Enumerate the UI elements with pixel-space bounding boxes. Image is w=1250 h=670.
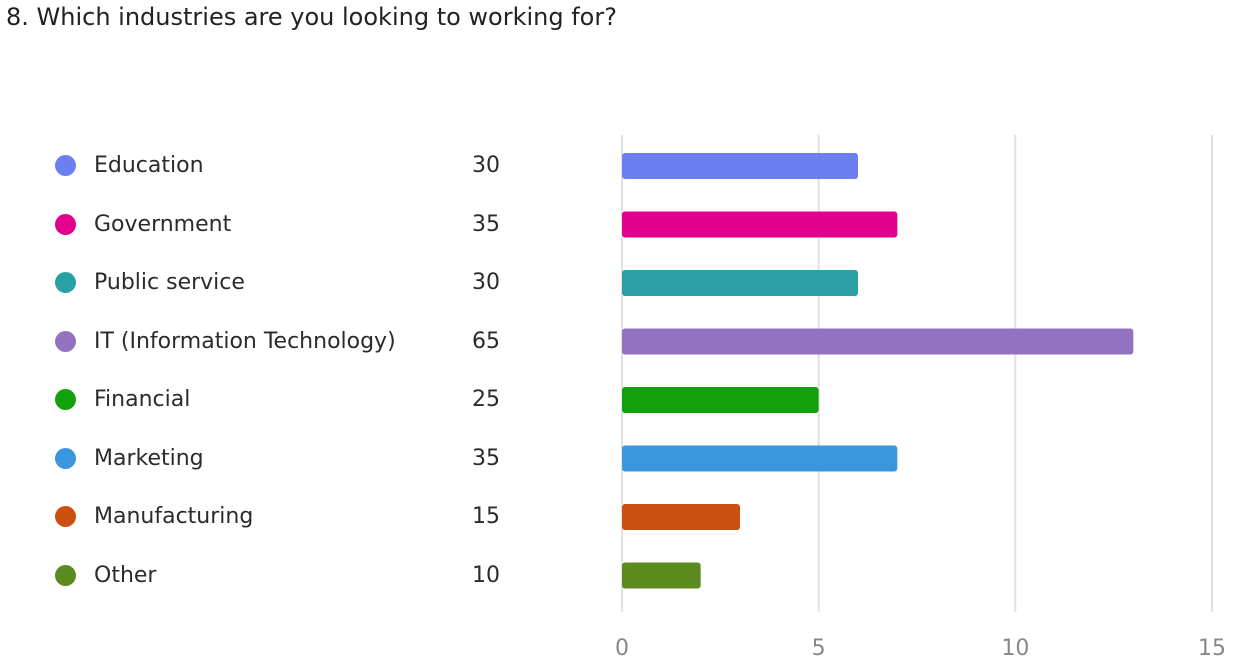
legend-item: Financial 25 <box>0 383 540 417</box>
legend-label: Other <box>94 562 157 588</box>
legend-dot-icon <box>55 389 76 410</box>
bar-education[interactable] <box>622 153 858 179</box>
legend-count: 10 <box>472 562 500 588</box>
legend-label: Manufacturing <box>94 504 254 529</box>
x-tick-label-0: 0 <box>615 636 629 661</box>
bar-manufacturing[interactable] <box>622 504 740 530</box>
legend-count: 15 <box>472 504 500 529</box>
legend-count: 25 <box>472 387 500 412</box>
legend-dot-icon <box>55 272 76 293</box>
chart-legend: Education 30 Government 35 Public service 30 I… <box>0 0 540 670</box>
legend-label: Government <box>94 211 232 237</box>
legend-item: Marketing 35 <box>0 442 540 476</box>
legend-dot-icon <box>55 447 76 469</box>
legend-item: IT (Information Technology) 65 <box>0 325 540 359</box>
bar-government[interactable] <box>622 211 898 238</box>
legend-label: IT (Information Technology) <box>94 328 396 354</box>
legend-dot-icon <box>55 506 76 527</box>
question-title: 8. Which industries are you looking to w… <box>6 3 617 31</box>
legend-label: Public service <box>94 270 245 295</box>
bar-financial[interactable] <box>622 387 819 413</box>
legend-count: 30 <box>472 153 500 178</box>
legend-item: Manufacturing 15 <box>0 500 540 534</box>
x-tick-label-5: 5 <box>812 636 826 661</box>
bar-other[interactable] <box>622 562 701 589</box>
legend-dot-icon <box>55 155 76 176</box>
bar-public-service[interactable] <box>622 270 858 296</box>
legend-label: Education <box>94 153 204 178</box>
legend-item: Public service 30 <box>0 266 540 300</box>
legend-label: Marketing <box>94 445 204 471</box>
bar-it-information-technology[interactable] <box>622 328 1134 355</box>
legend-item: Education 30 <box>0 149 540 183</box>
legend-count: 35 <box>472 445 500 471</box>
legend-count: 65 <box>472 328 500 354</box>
x-tick-label-15: 15 <box>1198 636 1226 661</box>
legend-count: 35 <box>472 211 500 237</box>
legend-label: Financial <box>94 387 191 412</box>
legend-item: Government 35 <box>0 208 540 242</box>
legend-dot-icon <box>55 213 76 235</box>
x-tick-label-10: 10 <box>1001 636 1029 661</box>
legend-item: Other 10 <box>0 559 540 593</box>
legend-count: 30 <box>472 270 500 295</box>
bar-marketing[interactable] <box>622 445 898 472</box>
legend-dot-icon <box>55 564 76 586</box>
legend-dot-icon <box>55 330 76 352</box>
